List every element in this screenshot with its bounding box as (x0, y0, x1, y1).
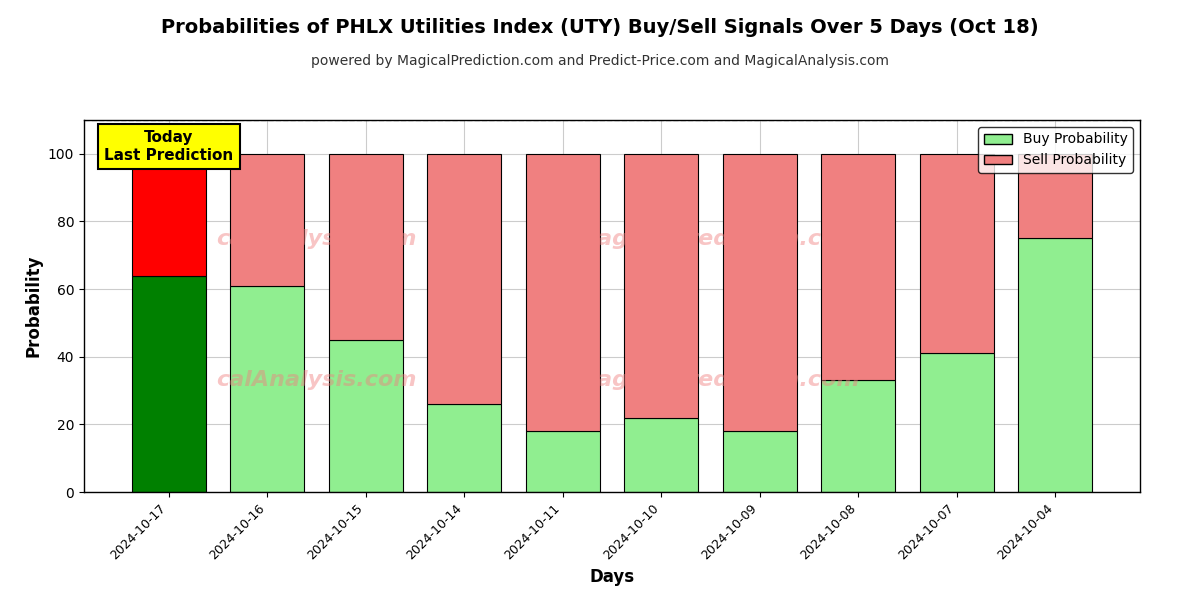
Bar (821, 380, 895, 492)
Bar (624, 418, 698, 492)
X-axis label: Days: Days (589, 568, 635, 586)
Text: calAnalysis.com: calAnalysis.com (216, 229, 416, 249)
Bar (1018, 238, 1092, 492)
Text: MagicalPrediction.com: MagicalPrediction.com (575, 229, 860, 249)
Bar (821, 154, 895, 380)
Bar (230, 154, 305, 286)
Bar (329, 154, 403, 340)
Bar (624, 154, 698, 418)
Text: powered by MagicalPrediction.com and Predict-Price.com and MagicalAnalysis.com: powered by MagicalPrediction.com and Pre… (311, 54, 889, 68)
Text: Probabilities of PHLX Utilities Index (UTY) Buy/Sell Signals Over 5 Days (Oct 18: Probabilities of PHLX Utilities Index (U… (161, 18, 1039, 37)
Bar (132, 275, 206, 492)
Bar (427, 404, 502, 492)
Text: MagicalPrediction.com: MagicalPrediction.com (575, 370, 860, 391)
Bar (526, 431, 600, 492)
Text: Today
Last Prediction: Today Last Prediction (104, 130, 234, 163)
Bar (329, 340, 403, 492)
Bar (526, 154, 600, 431)
Bar (722, 431, 797, 492)
Bar (919, 353, 994, 492)
Bar (1018, 154, 1092, 238)
Bar (427, 154, 502, 404)
Legend: Buy Probability, Sell Probability: Buy Probability, Sell Probability (978, 127, 1133, 173)
Bar (230, 286, 305, 492)
Text: calAnalysis.com: calAnalysis.com (216, 370, 416, 391)
Bar (132, 154, 206, 275)
Bar (722, 154, 797, 431)
Bar (919, 154, 994, 353)
Y-axis label: Probability: Probability (24, 255, 42, 357)
